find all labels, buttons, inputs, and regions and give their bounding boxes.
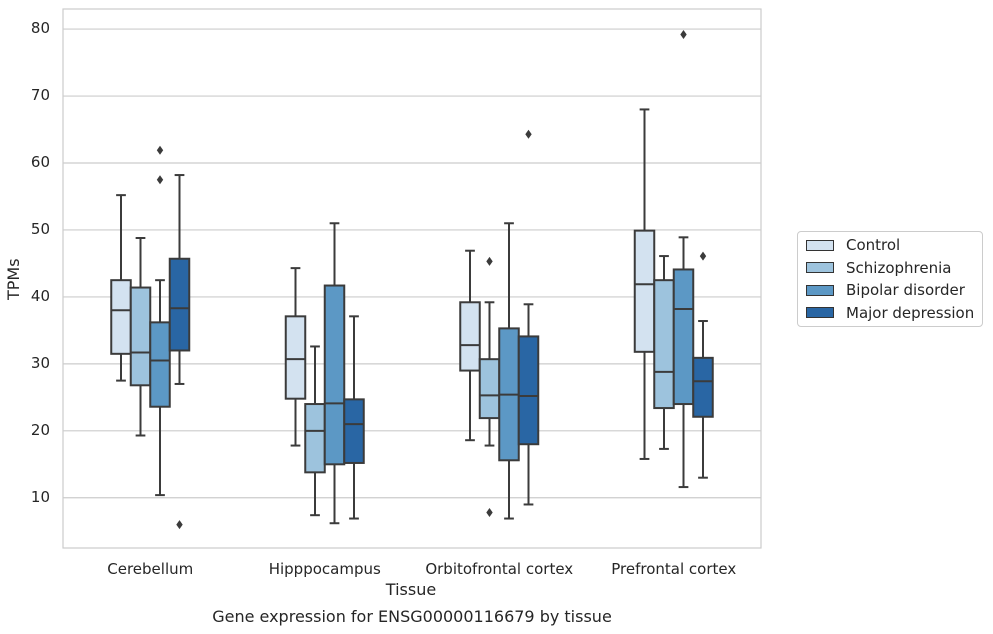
boxes [110, 29, 714, 530]
plot-area [63, 9, 761, 548]
outlier-point [486, 256, 493, 266]
y-tick-label: 10 [30, 487, 50, 506]
iqr-box [110, 279, 132, 355]
iqr-box [168, 257, 191, 352]
y-tick-label: 40 [30, 286, 50, 305]
x-axis-label: Tissue [385, 580, 437, 599]
legend: Control Schizophrenia Bipolar disorder Majo… [797, 231, 983, 327]
iqr-box [478, 358, 501, 420]
legend-item: Bipolar disorder [806, 280, 965, 300]
iqr-box [633, 229, 656, 353]
box-major-depression [168, 174, 191, 530]
box-major-depression [343, 315, 365, 520]
box-control [459, 249, 481, 442]
x-tick-label: Hipppocampus [268, 560, 381, 578]
legend-label: Major depression [846, 303, 975, 322]
iqr-box [323, 284, 346, 466]
iqr-box [517, 335, 540, 446]
y-tick-label: 80 [30, 19, 50, 38]
legend-label: Schizophrenia [846, 258, 952, 277]
iqr-box [459, 301, 481, 372]
iqr-box [129, 286, 152, 387]
y-tick-label: 70 [30, 86, 50, 105]
y-axis-label: TPMs [4, 258, 23, 300]
legend-swatch [806, 307, 834, 318]
outlier-point [156, 145, 164, 155]
iqr-box [672, 268, 695, 406]
legend-swatch [806, 262, 834, 273]
box-schizophrenia [653, 255, 675, 450]
outlier-point [486, 508, 493, 518]
box-bipolar-disorder [149, 145, 171, 497]
plot-frame [62, 8, 762, 549]
box-control [110, 194, 132, 382]
box-schizophrenia [129, 236, 152, 437]
legend-item: Major depression [806, 303, 974, 323]
x-tick-label: Orbitofrontal cortex [425, 560, 574, 578]
outlier-point [176, 520, 183, 530]
legend-swatch [806, 284, 834, 296]
y-tick-label: 30 [30, 353, 50, 372]
y-tick-label: 20 [30, 420, 50, 439]
iqr-box [149, 321, 171, 408]
iqr-box [343, 398, 365, 464]
outlier-point [699, 251, 707, 261]
legend-label: Control [846, 236, 901, 254]
chart-caption: Gene expression for ENSG00000116679 by t… [212, 607, 612, 626]
box-major-depression [517, 129, 540, 506]
legend-label: Bipolar disorder [846, 281, 965, 299]
x-tick-label: Prefrontal cortex [611, 560, 737, 578]
y-tick-label: 60 [30, 153, 50, 171]
legend-swatch [806, 239, 834, 251]
box-schizophrenia [478, 256, 501, 518]
legend-item: Schizophrenia [806, 258, 951, 278]
outlier-point [525, 129, 532, 139]
box-control [284, 267, 307, 447]
box-major-depression [692, 251, 714, 479]
iqr-box [284, 315, 307, 400]
iqr-box [692, 356, 714, 418]
iqr-box [653, 279, 675, 410]
box-bipolar-disorder [323, 222, 346, 525]
iqr-box [304, 403, 326, 474]
x-tick-label: Cerebellum [107, 560, 194, 578]
outlier-point [680, 29, 687, 39]
legend-item: Control [806, 235, 900, 255]
outlier-point [156, 175, 164, 185]
box-bipolar-disorder [672, 29, 695, 489]
y-tick-label: 50 [30, 219, 50, 238]
